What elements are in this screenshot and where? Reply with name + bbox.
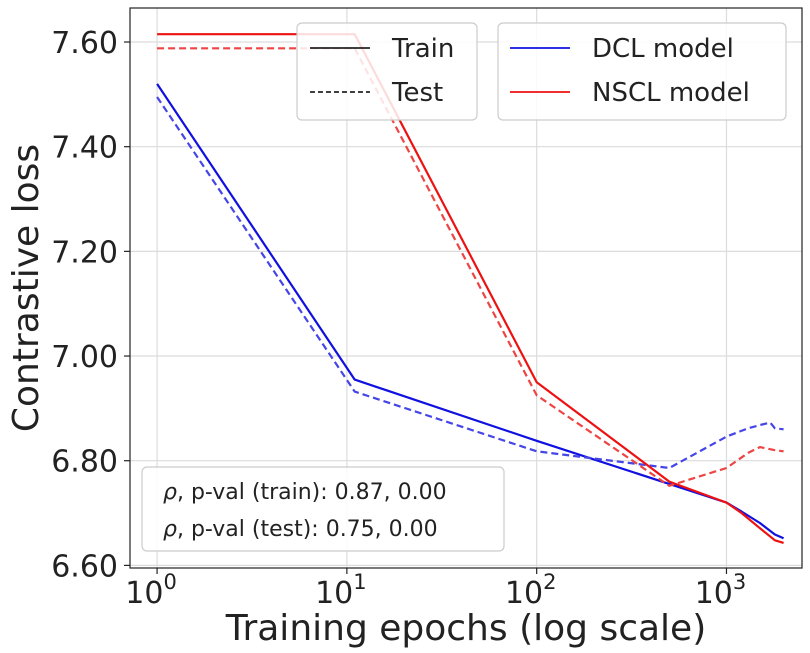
annotation-test-text: , p-val (test): 0.75, 0.00 (177, 517, 438, 542)
y-ticks: 6.60 6.80 7.00 7.20 7.40 7.60 (51, 26, 130, 584)
legend-train-label: Train (391, 34, 454, 64)
y-tick-label: 6.80 (51, 445, 118, 480)
y-tick-label: 7.20 (51, 235, 118, 270)
series-line-dcl-model-test (156, 96, 784, 470)
x-axis-label: Training epochs (log scale) (225, 608, 707, 649)
series-layer (156, 33, 785, 544)
x-ticks: 100 101 102 103 (125, 568, 746, 611)
annotation-train: ρ, p-val (train): 0.87, 0.00 (163, 480, 447, 505)
series-line-nscl-model-test (157, 47, 784, 487)
annotation-box (141, 466, 505, 552)
x-tick-base: 10 (315, 576, 353, 611)
x-tick-base: 10 (695, 576, 733, 611)
legend-nscl-label: NSCL model (592, 78, 750, 108)
x-tick-base: 10 (505, 576, 543, 611)
annotation-train-text: , p-val (train): 0.87, 0.00 (177, 480, 447, 505)
x-tick-label: 102 (505, 570, 557, 611)
x-tick-exponent: 0 (163, 570, 176, 594)
annotation-test: ρ, p-val (test): 0.75, 0.00 (163, 517, 438, 542)
legend-dcl-label: DCL model (592, 34, 734, 64)
y-tick-label: 7.60 (51, 26, 118, 61)
legend-style: Train Test (296, 22, 478, 121)
x-tick-label: 101 (315, 570, 367, 611)
correlation-annotation: ρ, p-val (train): 0.87, 0.00 ρ, p-val (t… (141, 466, 505, 552)
x-tick-label: 100 (125, 570, 177, 611)
y-tick-label: 7.00 (51, 340, 118, 375)
x-tick-exponent: 1 (353, 570, 366, 594)
legend-model: DCL model NSCL model (497, 22, 787, 121)
plot-frame (129, 7, 803, 569)
x-tick-exponent: 2 (543, 570, 556, 594)
y-tick-label: 7.40 (51, 131, 118, 166)
x-tick-label: 103 (695, 570, 747, 611)
legend-test-label: Test (391, 78, 443, 108)
x-tick-exponent: 3 (733, 570, 746, 594)
x-tick-base: 10 (125, 576, 163, 611)
rho-symbol-test: ρ (163, 517, 177, 542)
y-tick-label: 6.60 (51, 549, 118, 584)
series-line-nscl-model-train (157, 33, 784, 544)
rho-symbol-train: ρ (163, 480, 177, 505)
y-axis-label: Contrastive loss (6, 144, 47, 432)
